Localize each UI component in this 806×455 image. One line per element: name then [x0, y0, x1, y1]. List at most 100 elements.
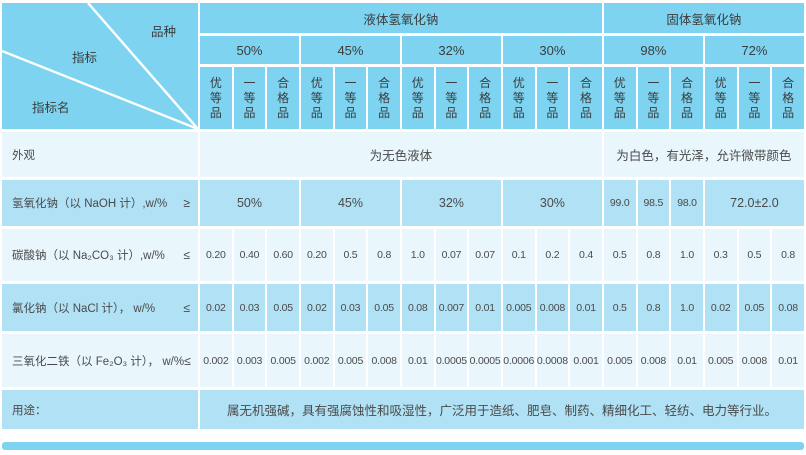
- grade-label: 一等品: [445, 75, 458, 120]
- grade-header-qualified: 合格品: [570, 67, 602, 129]
- value-cell: 0.8: [637, 284, 670, 331]
- value-cell: 0.01: [772, 334, 804, 387]
- lte-operator: ≤: [183, 248, 190, 262]
- grade-label: 合格品: [479, 75, 492, 120]
- group-header-solid: 固体氢氧化钠: [603, 3, 804, 33]
- value-cell: 0.008: [536, 284, 569, 331]
- value-cell: 0.0005: [435, 334, 468, 387]
- grade-header-qualified: 合格品: [368, 67, 400, 129]
- value-cell: 0.8: [368, 229, 400, 281]
- row-nacl: 氯化钠（以 NaCl 计）， w/% ≤ 0.02 0.03 0.05 0.02 …: [2, 284, 804, 331]
- gte-operator: ≥: [183, 196, 190, 210]
- grade-header-first: 一等品: [233, 67, 266, 129]
- value-cell: 0.001: [570, 334, 602, 387]
- grade-header-premium: 优等品: [200, 67, 232, 129]
- value-cell: 0.8: [637, 229, 670, 281]
- row-fe2o3: 三氧化二铁（以 Fe₂O₃ 计）， w/% ≤ 0.002 0.003 0.005…: [2, 334, 804, 387]
- value-cell: 1.0: [401, 229, 434, 281]
- value-cell: 45%: [300, 180, 400, 226]
- row-label-use: 用途：: [2, 390, 198, 429]
- value-cell: 0.20: [200, 229, 232, 281]
- grade-label: 合格品: [782, 75, 795, 120]
- grade-label: 一等品: [546, 75, 559, 120]
- grade-header-qualified: 合格品: [469, 67, 501, 129]
- value-cell: 0.005: [334, 334, 367, 387]
- appearance-solid-cell: 为白色，有光泽，允许微带颜色: [603, 132, 804, 177]
- value-cell: 0.08: [772, 284, 804, 331]
- value-cell: 0.02: [200, 284, 232, 331]
- value-cell: 0.005: [603, 334, 636, 387]
- value-cell: 0.8: [772, 229, 804, 281]
- value-cell: 0.01: [401, 334, 434, 387]
- row-label-text: 三氧化二铁（以 Fe₂O₃ 计）， w/%: [12, 355, 185, 368]
- value-cell: 0.007: [435, 284, 468, 331]
- value-cell: 0.2: [536, 229, 569, 281]
- value-cell: 0.0008: [536, 334, 569, 387]
- grade-header-premium: 优等品: [401, 67, 434, 129]
- corner-diagonal-cell: 品种 指标 指标名: [2, 3, 198, 129]
- lte-operator: ≤: [183, 300, 190, 315]
- grade-label: 优等品: [411, 75, 424, 120]
- grade-header-qualified: 合格品: [267, 67, 299, 129]
- grade-label: 合格品: [681, 75, 694, 120]
- value-cell: 0.0006: [502, 334, 535, 387]
- concentration-header-72: 72%: [704, 36, 804, 64]
- value-cell: 0.02: [300, 284, 333, 331]
- grade-label: 合格品: [378, 75, 391, 120]
- value-cell: 0.002: [300, 334, 333, 387]
- grade-label: 一等品: [243, 75, 256, 120]
- corner-indicator-label: 指标: [72, 51, 98, 65]
- value-cell: 0.01: [570, 284, 602, 331]
- corner-indicator-name-label: 指标名: [32, 101, 70, 115]
- naoh-spec-table: 品种 指标 指标名 液体氢氧化钠 固体氢氧化钠 50% 45% 32% 30% …: [2, 3, 804, 429]
- grade-label: 一等品: [344, 75, 357, 120]
- value-cell: 0.4: [570, 229, 602, 281]
- concentration-header-32: 32%: [401, 36, 501, 64]
- value-cell: 0.005: [267, 334, 299, 387]
- value-cell: 0.5: [738, 229, 771, 281]
- value-cell: 0.5: [334, 229, 367, 281]
- row-label-text: 氯化钠（以 NaCl 计）， w/%: [12, 302, 156, 315]
- value-cell: 0.07: [469, 229, 501, 281]
- row-label-text: 氢氧化钠（以 NaOH 计）,w/%: [12, 198, 168, 210]
- grade-label: 合格品: [277, 75, 290, 120]
- value-cell: 0.03: [233, 284, 266, 331]
- group-header-liquid: 液体氢氧化钠: [200, 3, 602, 33]
- value-cell: 0.1: [502, 229, 535, 281]
- grade-header-premium: 优等品: [502, 67, 535, 129]
- row-label-appearance: 外观: [2, 132, 198, 177]
- value-cell: 1.0: [671, 229, 703, 281]
- grade-header-first: 一等品: [637, 67, 670, 129]
- corner-variety-label: 品种: [150, 25, 176, 39]
- grade-label: 优等品: [613, 75, 626, 120]
- lte-operator: ≤: [184, 353, 191, 368]
- value-cell: 0.20: [300, 229, 333, 281]
- concentration-header-45: 45%: [300, 36, 400, 64]
- grade-label: 优等品: [714, 75, 727, 120]
- row-label-fe2o3: 三氧化二铁（以 Fe₂O₃ 计）， w/% ≤: [2, 334, 198, 387]
- value-cell: 0.3: [704, 229, 737, 281]
- row-naoh-content: 氢氧化钠（以 NaOH 计）,w/% ≥ 50% 45% 32% 30% 99.0…: [2, 180, 804, 226]
- value-cell: 0.01: [671, 334, 703, 387]
- value-cell: 0.05: [267, 284, 299, 331]
- header-row-grades: 优等品 一等品 合格品 优等品 一等品 合格品 优等品 一等品 合格品 优等品 …: [2, 67, 804, 129]
- grade-header-premium: 优等品: [704, 67, 737, 129]
- grade-header-first: 一等品: [435, 67, 468, 129]
- value-cell: 72.0±2.0: [704, 180, 804, 226]
- grade-header-qualified: 合格品: [671, 67, 703, 129]
- value-cell: 0.03: [334, 284, 367, 331]
- value-cell: 98.0: [671, 180, 703, 226]
- value-cell: 0.005: [502, 284, 535, 331]
- value-cell: 0.5: [603, 284, 636, 331]
- grade-label: 一等品: [748, 75, 761, 120]
- value-cell: 0.0005: [469, 334, 501, 387]
- row-na2co3: 碳酸钠（以 Na₂CO₃ 计）,w/% ≤ 0.20 0.40 0.60 0.20…: [2, 229, 804, 281]
- concentration-header-50: 50%: [200, 36, 299, 64]
- grade-header-premium: 优等品: [603, 67, 636, 129]
- grade-label: 合格品: [580, 75, 593, 120]
- concentration-header-98: 98%: [603, 36, 703, 64]
- row-label-text: 用途：: [12, 404, 47, 417]
- value-cell: 30%: [502, 180, 602, 226]
- grade-label: 优等品: [310, 75, 323, 120]
